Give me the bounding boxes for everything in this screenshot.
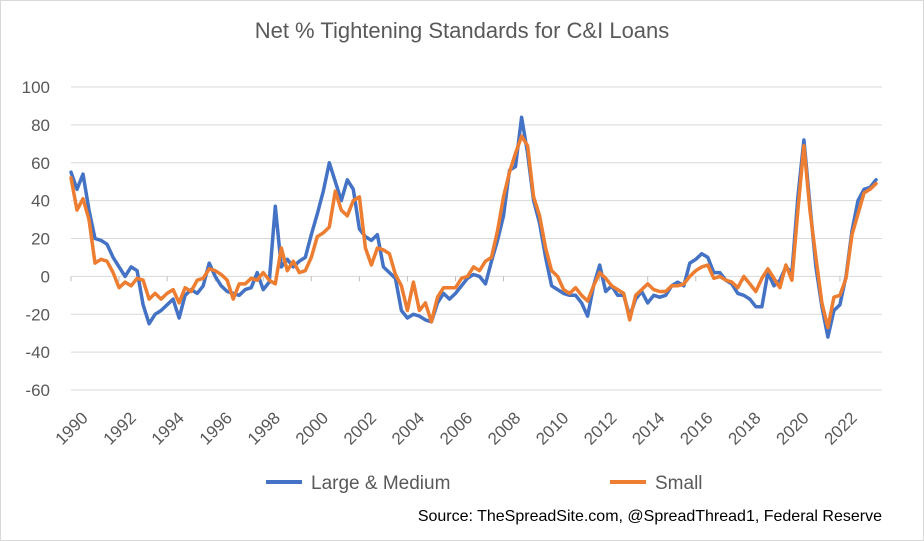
x-tick-label: 2004 xyxy=(388,408,428,448)
y-axis-ticks: 100 80 60 40 20 0 -20 -40 -60 xyxy=(22,78,50,400)
legend: Large & Medium Small xyxy=(266,473,703,494)
x-tick-label: 2000 xyxy=(292,408,332,448)
x-tick-label: 1992 xyxy=(100,408,140,448)
x-tick-label: 2022 xyxy=(821,408,861,448)
y-tick-label: -60 xyxy=(25,381,50,400)
y-tick-label: 100 xyxy=(22,78,50,97)
y-tick-label: 0 xyxy=(41,267,50,286)
y-tick-label: -40 xyxy=(25,343,50,362)
x-tick-label: 1996 xyxy=(196,408,236,448)
source-note: Source: TheSpreadSite.com, @SpreadThread… xyxy=(417,508,882,525)
y-tick-label: 80 xyxy=(31,116,50,135)
x-tick-label: 2016 xyxy=(676,408,716,448)
gridlines xyxy=(71,86,882,391)
y-tick-label: 40 xyxy=(31,192,50,211)
x-tick-label: 1998 xyxy=(244,408,284,448)
x-tick-label: 1994 xyxy=(148,408,188,448)
y-tick-label: 20 xyxy=(31,230,50,249)
legend-label: Small xyxy=(655,473,703,494)
series-lines xyxy=(69,115,878,339)
x-tick-label: 2002 xyxy=(340,408,380,448)
series-line-small xyxy=(69,134,878,330)
x-tick-label: 2018 xyxy=(724,408,764,448)
x-tick-label: 2010 xyxy=(532,408,572,448)
x-tick-label: 2020 xyxy=(773,408,813,448)
x-tick-label: 2012 xyxy=(580,408,620,448)
x-tick-label: 2008 xyxy=(484,408,524,448)
y-tick-label: -20 xyxy=(25,305,50,324)
chart-title: Net % Tightening Standards for C&I Loans xyxy=(254,18,670,43)
x-tick-label: 2014 xyxy=(628,408,668,448)
x-tick-label: 1990 xyxy=(52,408,92,448)
legend-label: Large & Medium xyxy=(311,473,450,494)
x-tick-label: 2006 xyxy=(436,408,476,448)
series-line-large-medium xyxy=(69,115,878,339)
y-tick-label: 60 xyxy=(31,154,50,173)
